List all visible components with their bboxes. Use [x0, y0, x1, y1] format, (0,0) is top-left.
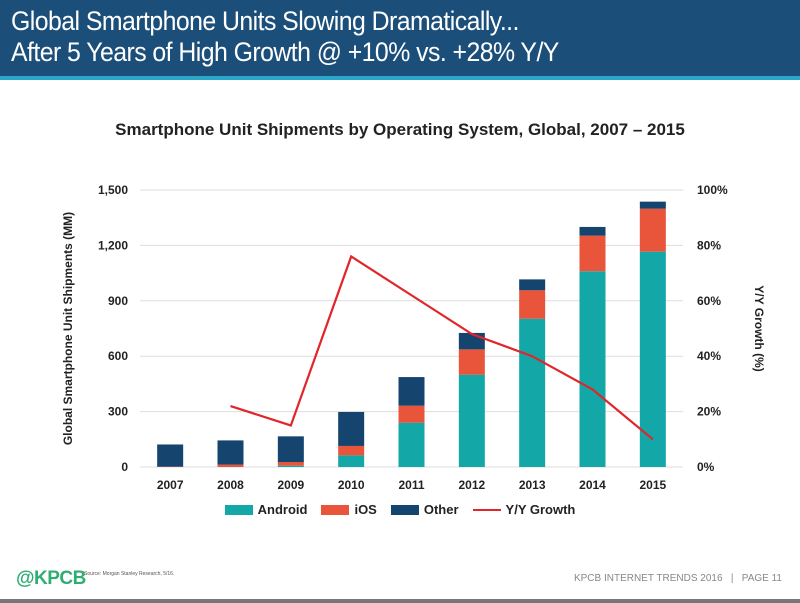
- slide-title-line2: After 5 Years of High Growth @ +10% vs. …: [11, 37, 559, 67]
- legend-android: Android: [224, 502, 308, 517]
- bar-android-2009: [277, 465, 304, 467]
- bar-other-2012: [458, 332, 485, 350]
- legend-other: Other: [390, 502, 459, 517]
- bar-ios-2012: [458, 349, 485, 375]
- bar-android-2011: [398, 422, 425, 467]
- legend-label: iOS: [354, 502, 377, 517]
- y2-tick-label: 100%: [697, 183, 728, 197]
- growth-line: [230, 254, 654, 441]
- y-axis-label: Global Smartphone Unit Shipments (MM): [61, 212, 75, 445]
- x-tick-label: 2010: [338, 478, 365, 492]
- title-banner: Global Smartphone Units Slowing Dramatic…: [0, 0, 800, 76]
- bar-other-2013: [519, 279, 546, 291]
- bar-other-2010: [338, 411, 365, 446]
- y2-tick-label: 0%: [697, 460, 715, 474]
- x-tick-label: 2013: [519, 478, 546, 492]
- y2-axis-label: Y/Y Growth (%): [752, 285, 766, 371]
- legend-label: Other: [423, 502, 459, 517]
- legend-label: Y/Y Growth: [505, 502, 576, 517]
- kpcb-logo: @KPCB: [16, 568, 86, 589]
- bar-ios-2010: [338, 445, 365, 456]
- bar-other-2007: [157, 444, 184, 467]
- x-tick-label: 2012: [458, 478, 485, 492]
- bar-ios-2013: [519, 290, 546, 319]
- bar-other-2014: [579, 226, 606, 236]
- y-tick-label: 1,200: [98, 238, 128, 252]
- y2-tick-label: 40%: [697, 349, 721, 363]
- bar-other-2009: [277, 436, 304, 463]
- page-footer: KPCB INTERNET TRENDS 2016 | PAGE 11: [573, 573, 782, 584]
- bar-android-2015: [639, 251, 666, 467]
- legend-label: Android: [257, 502, 308, 517]
- legend-ios: iOS: [321, 502, 377, 517]
- bar-android-2013: [519, 318, 546, 467]
- bar-android-2012: [458, 374, 485, 467]
- legend-line: [472, 508, 501, 511]
- bar-ios-2015: [639, 208, 666, 252]
- x-tick-label: 2011: [398, 478, 424, 492]
- bar-ios-2014: [579, 235, 606, 272]
- x-tick-label: 2015: [639, 478, 666, 492]
- y2-tick-label: 20%: [697, 405, 721, 419]
- x-tick-label: 2014: [579, 478, 606, 492]
- slide-title: Global Smartphone Units Slowing Dramatic…: [11, 6, 559, 68]
- bar-ios-2009: [277, 462, 304, 466]
- slide-title-line1: Global Smartphone Units Slowing Dramatic…: [11, 6, 519, 36]
- bar-android-2014: [579, 271, 606, 467]
- x-tick-label: 2007: [157, 478, 184, 492]
- x-tick-label: 2009: [277, 478, 304, 492]
- y-tick-label: 900: [108, 294, 128, 308]
- bar-ios-2008: [217, 464, 244, 467]
- header-accent-stripe: [0, 76, 800, 80]
- x-tick-label: 2008: [217, 478, 244, 492]
- legend: Android iOS Other Y/Y Growth: [0, 502, 800, 517]
- bar-other-2008: [217, 440, 244, 465]
- legend-swatch: [390, 504, 419, 515]
- legend-growth: Y/Y Growth: [472, 502, 576, 517]
- bar-android-2010: [338, 455, 365, 467]
- legend-swatch: [321, 504, 350, 515]
- y-tick-label: 0: [121, 460, 128, 474]
- bar-other-2011: [398, 377, 425, 406]
- chart-title: Smartphone Unit Shipments by Operating S…: [115, 120, 685, 139]
- y2-tick-label: 60%: [697, 294, 721, 308]
- y2-tick-label: 80%: [697, 238, 721, 252]
- y-tick-label: 1,500: [98, 183, 128, 197]
- y-tick-label: 300: [108, 405, 128, 419]
- bottom-bar: [0, 599, 800, 603]
- source-note: Source: Morgan Stanley Research, 5/16.: [84, 571, 175, 577]
- y-tick-label: 600: [108, 349, 128, 363]
- bar-other-2015: [639, 201, 666, 209]
- bar-ios-2011: [398, 405, 425, 423]
- legend-swatch: [224, 504, 253, 515]
